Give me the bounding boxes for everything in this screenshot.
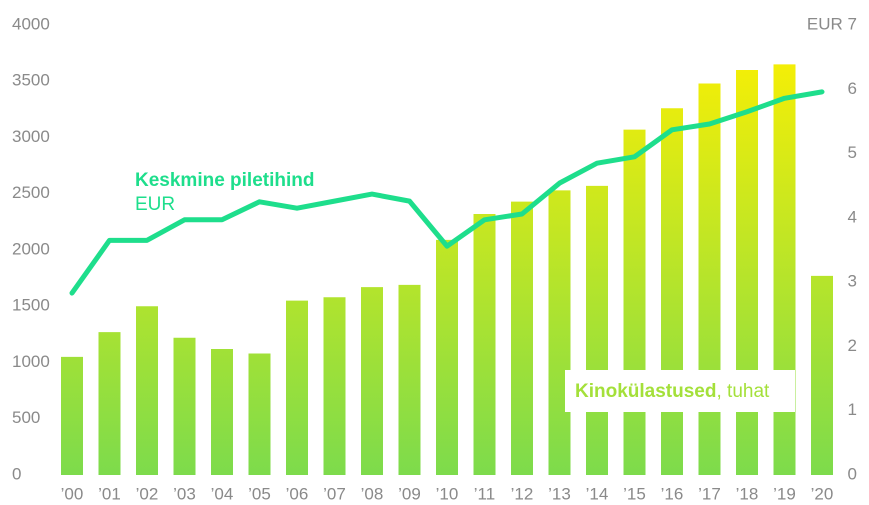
bar: [548, 190, 571, 475]
x-tick-label: ’10: [436, 484, 459, 503]
x-tick-label: ’20: [811, 484, 834, 503]
y2-tick-label: 0: [848, 464, 857, 483]
y-tick-label: 2000: [12, 239, 50, 258]
bar: [811, 275, 833, 475]
series-unit: , tuhat: [716, 381, 770, 402]
y2-tick-label: 4: [848, 207, 857, 226]
bar: [511, 201, 533, 475]
x-tick-label: ’06: [286, 484, 309, 503]
y-tick-label: 2500: [12, 183, 50, 202]
bar: [136, 306, 158, 475]
labels: 0 500 1000 1500 2000 2500 3000 3500 4000 0 1 2 3 4 5 6 E…: [12, 14, 857, 503]
x-tick-label: ’14: [586, 484, 609, 503]
bar: [473, 214, 496, 475]
bar: [623, 129, 646, 475]
x-tick-label: ’09: [398, 484, 421, 503]
x-tick-label: ’08: [361, 484, 384, 503]
y2-tick-label: 2: [848, 336, 857, 355]
bar: [61, 356, 83, 475]
bar: [398, 284, 421, 475]
bars: [61, 64, 833, 475]
line: [69, 89, 825, 296]
bar: [736, 70, 758, 475]
y-tick-label: 500: [12, 408, 40, 427]
x-tick-label: ’11: [474, 484, 495, 503]
y-tick-label: 0: [12, 464, 21, 483]
x-tick-label: ’00: [61, 484, 84, 503]
x-tick-label: ’15: [623, 484, 646, 503]
x-tick-label: ’16: [661, 484, 684, 503]
x-tick-label: ’04: [211, 484, 234, 503]
y-tick-label: 4000: [12, 14, 50, 33]
bar: [436, 239, 458, 475]
x-tick-label: ’07: [323, 484, 346, 503]
bar: [98, 332, 121, 475]
y-tick-label: 3500: [12, 71, 50, 90]
x-tick-label: ’01: [98, 484, 121, 503]
y2-tick-label: 6: [848, 79, 857, 98]
bar: [661, 108, 683, 475]
bar: [211, 349, 233, 475]
series-name: Kinokülastused: [575, 381, 716, 402]
y2-tick-label: EUR 7: [807, 14, 857, 33]
x-tick-label: ’05: [248, 484, 271, 503]
bar: [248, 353, 271, 475]
y-tick-label: 3000: [12, 127, 50, 146]
x-tick-label: ’18: [736, 484, 759, 503]
x-tick-label: ’02: [136, 484, 159, 503]
x-tick-label: ’17: [698, 484, 721, 503]
bar: [286, 300, 308, 475]
bar: [323, 297, 346, 475]
y-tick-label: 1500: [12, 296, 50, 315]
y2-tick-label: 1: [848, 400, 857, 419]
annotation: Keskmine piletihind: [135, 170, 314, 191]
x-tick-label: ’19: [773, 484, 796, 503]
annotation: EUR: [135, 194, 175, 215]
x-tick-label: ’03: [173, 484, 196, 503]
y-tick-label: 1000: [12, 352, 50, 371]
annotation: Kinokülastused, tuhat: [575, 381, 770, 402]
x-tick-label: ’13: [548, 484, 571, 503]
y2-tick-label: 3: [848, 272, 857, 291]
bar: [586, 185, 608, 475]
y2-tick-label: 5: [848, 143, 857, 162]
bar: [773, 64, 796, 475]
bar: [698, 83, 721, 475]
lines: [69, 89, 825, 296]
x-tick-label: ’12: [511, 484, 534, 503]
annotation-bg: [565, 370, 795, 412]
bar: [173, 337, 196, 475]
bar: [361, 287, 383, 475]
